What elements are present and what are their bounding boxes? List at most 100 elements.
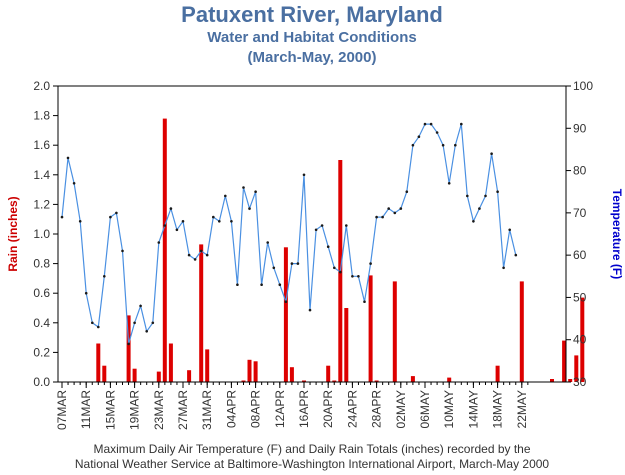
temperature-point bbox=[224, 194, 227, 198]
temperature-point bbox=[230, 220, 233, 223]
rain-bar bbox=[205, 349, 210, 382]
temperature-point bbox=[490, 152, 493, 155]
caption-line-1: Maximum Daily Air Temperature (F) and Da… bbox=[93, 442, 530, 456]
temperature-point bbox=[320, 224, 324, 227]
rain-bar bbox=[302, 380, 306, 382]
temperature-point bbox=[254, 190, 257, 193]
left-axis-tick-label: 0.4 bbox=[33, 316, 50, 330]
temperature-point bbox=[393, 211, 397, 215]
x-axis-tick-label: 04APR bbox=[224, 390, 238, 428]
temperature-point bbox=[103, 275, 106, 278]
temperature-point bbox=[151, 321, 155, 325]
temperature-point bbox=[478, 207, 481, 210]
temperature-point bbox=[205, 253, 209, 257]
temperature-point bbox=[193, 258, 197, 261]
rain-bar bbox=[344, 308, 349, 382]
temperature-point bbox=[72, 182, 76, 185]
temperature-point bbox=[484, 194, 487, 198]
temperature-point bbox=[411, 143, 415, 147]
temperature-point bbox=[375, 215, 378, 219]
temperature-point bbox=[66, 156, 70, 160]
rain-bar bbox=[580, 297, 585, 382]
temperature-point bbox=[175, 228, 179, 232]
rain-bars bbox=[96, 118, 585, 382]
rain-bar bbox=[374, 380, 379, 382]
right-axis: 30 40 50 60 70 80 90 100 bbox=[566, 79, 593, 389]
temperature-point bbox=[357, 275, 360, 278]
temperature-point bbox=[115, 211, 118, 215]
left-axis-tick-label: 1.6 bbox=[33, 138, 50, 152]
rain-bar bbox=[283, 247, 288, 382]
rain-bar bbox=[253, 361, 258, 382]
rain-bar bbox=[447, 377, 452, 382]
x-axis-tick-label: 10MAY bbox=[442, 390, 456, 428]
temperature-point bbox=[296, 262, 300, 265]
temperature-point bbox=[441, 143, 445, 147]
rain-bar bbox=[162, 118, 167, 382]
rain-bar bbox=[550, 379, 554, 382]
rain-bar bbox=[519, 281, 524, 382]
temperature-point bbox=[187, 253, 191, 257]
left-axis-tick-label: 1.4 bbox=[33, 168, 50, 182]
temperature-point bbox=[97, 325, 100, 329]
right-axis-tick-label: 80 bbox=[573, 164, 587, 178]
left-axis-tick-label: 2.0 bbox=[33, 79, 50, 93]
temperature-point bbox=[260, 283, 263, 287]
temperature-point bbox=[447, 182, 451, 185]
rain-bar bbox=[126, 315, 131, 382]
temperature-point bbox=[399, 207, 403, 210]
temperature-point bbox=[60, 215, 64, 219]
left-axis-tick-label: 0.6 bbox=[33, 286, 50, 300]
right-axis-tick-label: 50 bbox=[573, 290, 587, 304]
left-axis-tick-label: 0.2 bbox=[33, 345, 50, 359]
temperature-point bbox=[302, 173, 306, 177]
rain-bar bbox=[241, 380, 246, 382]
temperature-line bbox=[61, 123, 517, 345]
temperature-point bbox=[472, 220, 475, 223]
temperature-points bbox=[60, 122, 518, 346]
x-axis-tick-label: 27MAR bbox=[176, 390, 190, 430]
temperature-point bbox=[78, 220, 82, 223]
temperature-point bbox=[314, 228, 318, 232]
temperature-point bbox=[417, 135, 421, 138]
right-axis-tick-label: 90 bbox=[573, 121, 587, 135]
temperature-point bbox=[133, 321, 136, 325]
x-axis-tick-label: 15MAR bbox=[103, 390, 117, 430]
temperature-point bbox=[236, 283, 239, 287]
temperature-point bbox=[308, 308, 312, 312]
rain-bar bbox=[332, 380, 337, 382]
temperature-point bbox=[163, 224, 167, 227]
x-axis: 07MAR 11MAR 15MAR 19MAR 23MAR 27MAR 31MAR 04APR… bbox=[55, 382, 529, 430]
temperature-point bbox=[502, 266, 505, 270]
temperature-point bbox=[381, 215, 384, 219]
temperature-point bbox=[84, 291, 88, 295]
rain-bar bbox=[102, 365, 107, 382]
x-axis-tick-label: 02MAY bbox=[394, 390, 408, 428]
left-axis-tick-label: 1.0 bbox=[33, 227, 50, 241]
temperature-point bbox=[121, 249, 124, 253]
left-axis-tick-label: 1.8 bbox=[33, 109, 50, 123]
x-axis-tick-label: 31MAR bbox=[200, 390, 214, 430]
right-axis-tick-label: 100 bbox=[573, 79, 593, 93]
rain-bar bbox=[247, 359, 252, 382]
temperature-point bbox=[278, 283, 282, 287]
rain-bar bbox=[392, 281, 397, 382]
x-axis-tick-label: 06MAY bbox=[418, 390, 432, 428]
x-axis-tick-label: 18MAY bbox=[491, 390, 505, 428]
rain-bar bbox=[562, 340, 567, 382]
chart-subtitle: Water and Habitat Conditions bbox=[207, 29, 416, 46]
temperature-point bbox=[169, 207, 173, 210]
left-axis-label: Rain (inches) bbox=[6, 196, 20, 271]
rain-bar bbox=[96, 343, 101, 382]
right-axis-tick-label: 30 bbox=[573, 375, 587, 389]
x-axis-tick-label: 19MAR bbox=[128, 390, 142, 430]
temperature-point bbox=[405, 190, 409, 193]
x-axis-tick-label: 22MAY bbox=[515, 390, 529, 428]
x-axis-tick-label: 16APR bbox=[297, 390, 311, 428]
temperature-point bbox=[454, 143, 457, 147]
temperature-point bbox=[181, 220, 185, 223]
chart-title: Patuxent River, Maryland bbox=[181, 2, 443, 27]
temperature-point bbox=[363, 300, 366, 304]
temperature-point bbox=[284, 300, 288, 304]
temperature-point bbox=[218, 220, 221, 223]
